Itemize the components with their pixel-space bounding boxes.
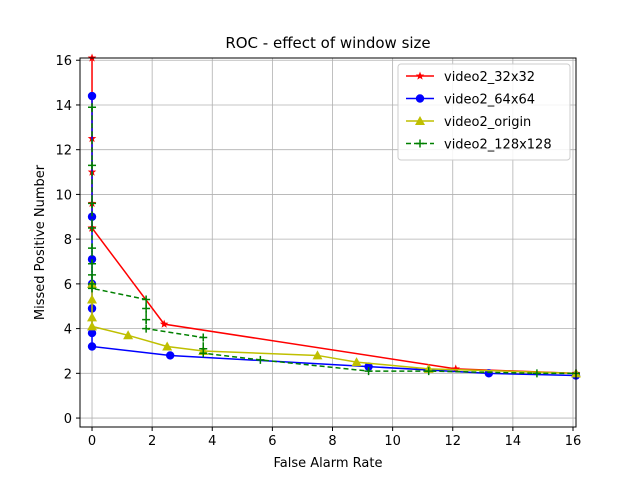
- x-tick-label: 16: [565, 434, 582, 449]
- data-point: [415, 94, 425, 103]
- data-point: [159, 319, 169, 328]
- data-point: [87, 294, 98, 304]
- data-point: [88, 244, 97, 253]
- x-tick-label: 10: [384, 434, 401, 449]
- legend-entry: video2_32x32: [444, 70, 535, 85]
- y-tick-label: 4: [64, 323, 72, 338]
- data-point: [451, 364, 461, 373]
- data-point: [142, 295, 151, 304]
- x-tick-label: 6: [268, 434, 276, 449]
- data-point: [88, 223, 97, 232]
- data-point: [87, 212, 97, 221]
- data-point: [142, 324, 151, 333]
- data-point: [415, 116, 425, 125]
- x-axis-label: False Alarm Rate: [274, 456, 383, 471]
- data-point: [87, 91, 97, 101]
- x-tick-label: 0: [88, 434, 96, 449]
- x-tick-label: 8: [328, 434, 336, 449]
- data-point: [424, 367, 433, 376]
- y-tick-label: 16: [55, 54, 72, 69]
- series-video2_128x128: [88, 103, 580, 378]
- data-point: [87, 328, 97, 338]
- x-tick-label: 12: [444, 434, 461, 449]
- y-tick-label: 6: [64, 278, 72, 293]
- data-point: [364, 367, 373, 376]
- data-point: [88, 270, 97, 279]
- data-point: [165, 351, 175, 360]
- data-point: [415, 71, 425, 80]
- data-point: [88, 284, 97, 293]
- y-tick-label: 14: [55, 99, 72, 114]
- data-point: [87, 312, 98, 322]
- x-tick-label: 4: [208, 434, 216, 449]
- y-tick-label: 2: [64, 367, 72, 382]
- data-point: [88, 161, 97, 170]
- data-point: [88, 259, 97, 268]
- data-point: [351, 357, 362, 367]
- legend-box: [397, 63, 571, 161]
- data-point: [312, 350, 323, 360]
- data-point: [142, 304, 151, 313]
- y-axis-ticks: 0 2 4 6 8 10 12 14 16: [55, 54, 80, 427]
- data-point: [199, 349, 208, 358]
- legend-entry: video2_128x128: [444, 138, 552, 153]
- data-point: [123, 330, 134, 340]
- data-point: [142, 315, 151, 324]
- legend: video2_32x32 video2_64x64 video2_originvid…: [397, 63, 571, 161]
- chart-title: ROC - effect of window size: [225, 34, 430, 52]
- series-line: [91, 107, 576, 375]
- x-axis-ticks: 0 2 4 6 8 10 12 14 16: [88, 427, 581, 449]
- legend-entry: video2_origin: [444, 115, 531, 130]
- series-layer: [87, 53, 581, 380]
- data-point: [256, 355, 265, 364]
- data-point: [87, 321, 98, 331]
- x-tick-label: 14: [505, 434, 522, 449]
- data-point: [199, 333, 208, 342]
- data-point: [88, 103, 97, 112]
- data-point: [364, 362, 373, 371]
- y-tick-label: 12: [55, 144, 72, 159]
- y-axis-label: Missed Positive Number: [33, 164, 48, 320]
- data-point: [416, 139, 424, 148]
- y-tick-label: 8: [64, 233, 72, 248]
- x-tick-label: 2: [148, 434, 156, 449]
- data-point: [87, 342, 97, 351]
- data-point: [88, 199, 97, 208]
- y-tick-label: 10: [55, 188, 72, 203]
- y-tick-label: 0: [64, 412, 72, 427]
- legend-entry: video2_64x64: [444, 93, 535, 108]
- data-point: [162, 341, 173, 351]
- data-point: [532, 369, 541, 378]
- plot-frame: [79, 57, 577, 428]
